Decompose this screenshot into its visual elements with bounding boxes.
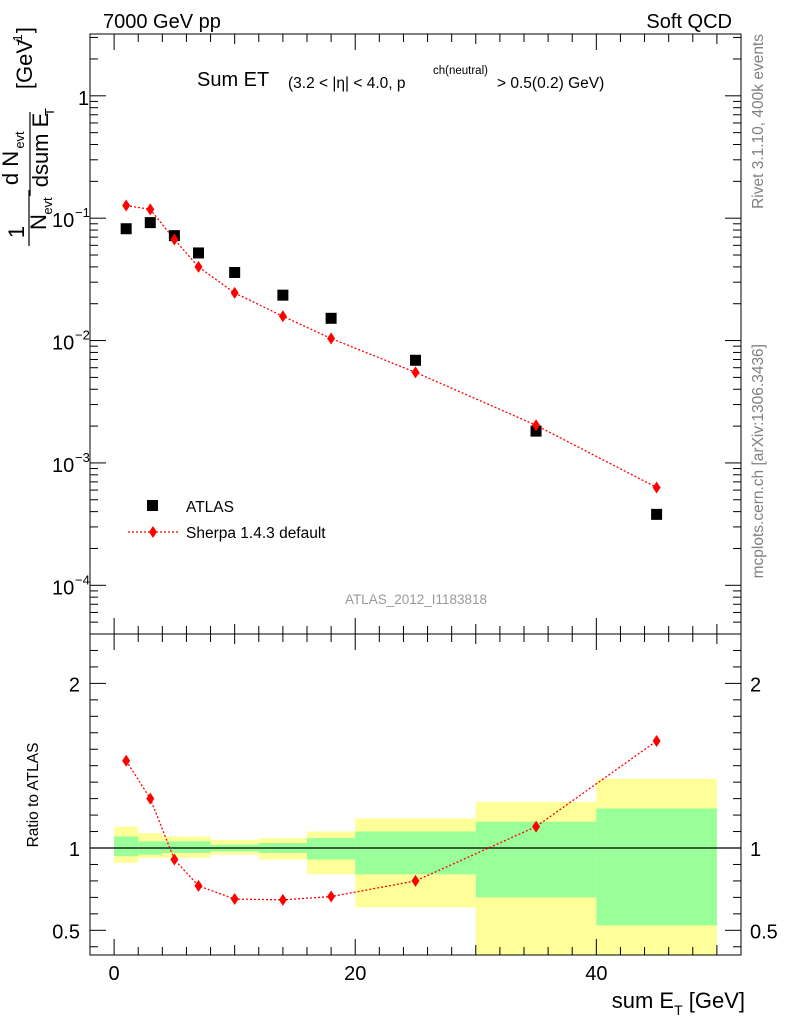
ratio-sherpa-point	[411, 874, 420, 887]
sherpa-point	[230, 286, 239, 299]
legend-atlas-label: ATLAS	[186, 499, 234, 516]
main-y-tick-exponent: −2	[75, 328, 90, 343]
sherpa-point	[327, 332, 336, 345]
sherpa-point	[146, 203, 155, 216]
ratio-y-tick-label-right: 0.5	[750, 921, 778, 943]
atlas-point	[193, 247, 204, 259]
plot-title-cuts: (3.2 < |η| < 4.0, p	[288, 75, 406, 92]
ratio-sherpa-point	[170, 853, 179, 866]
sherpa-point	[532, 419, 541, 432]
main-y-tick-label: 10	[52, 455, 74, 477]
x-tick-label: 20	[344, 963, 366, 985]
x-axis-label: sum ET [GeV]	[612, 988, 745, 1018]
ratio-y-axis-label: Ratio to ATLAS	[25, 743, 42, 848]
ratio-sherpa-point	[230, 893, 239, 906]
ratio-sherpa-point	[278, 893, 287, 906]
main-plot-area	[89, 33, 742, 635]
svg-text:evt: evt	[12, 131, 27, 149]
ratio-sherpa-point	[194, 879, 203, 892]
svg-text:]: ]	[12, 27, 37, 33]
ratio-axes	[89, 633, 742, 956]
energy-label: 7000 GeV pp	[103, 11, 221, 33]
main-y-tick-exponent: −1	[75, 205, 90, 220]
sherpa-point	[652, 481, 661, 494]
sherpa-point	[278, 310, 287, 323]
svg-text:-1: -1	[10, 34, 25, 46]
rivet-label: Rivet 3.1.10, 400k events	[750, 34, 767, 209]
main-y-tick-label: 1	[78, 88, 89, 110]
main-frame	[89, 33, 742, 635]
ratio-y-tick-label-right: 1	[750, 839, 761, 861]
x-tick-label: 40	[585, 963, 607, 985]
svg-text:dsum E: dsum E	[28, 113, 53, 188]
ratio-sherpa-markers	[122, 735, 661, 906]
band-green	[475, 821, 597, 898]
atlas-point	[120, 223, 132, 235]
x-tick-labels: 0 20 40	[109, 963, 608, 985]
category-label: Soft QCD	[646, 11, 732, 33]
legend-sherpa-label: Sherpa 1.4.3 default	[186, 525, 326, 542]
atlas-point	[410, 354, 421, 366]
legend-atlas-marker	[147, 500, 158, 511]
sherpa-curve	[126, 204, 657, 489]
svg-text:T: T	[42, 108, 57, 116]
ratio-sherpa-curve	[125, 740, 657, 901]
ratio-sherpa-line	[125, 740, 657, 901]
plot-title-sup: ch(neutral)	[433, 65, 488, 77]
ratio-sherpa-point	[327, 890, 336, 903]
ratio-uncertainty-bands	[114, 778, 717, 955]
sherpa-point	[411, 366, 420, 379]
svg-text:[GeV: [GeV	[12, 39, 37, 89]
atlas-point	[229, 266, 241, 278]
ratio-sherpa-point	[146, 792, 155, 805]
plot-title: Sum ET	[197, 69, 269, 91]
ratio-y-tick-labels: 0.5 0.5 1 1 2 2	[52, 674, 778, 943]
main-y-tick-exponent: −4	[75, 572, 90, 587]
svg-text:N: N	[26, 214, 51, 230]
atlas-point	[277, 289, 289, 301]
svg-text:evt: evt	[40, 197, 55, 215]
plot-title-main: Sum ET	[197, 69, 269, 91]
main-y-tick-labels: 110−110−210−310−4	[52, 88, 90, 599]
ratio-sherpa-point	[122, 754, 131, 767]
sherpa-point	[170, 233, 179, 246]
band-green	[162, 841, 211, 853]
band-green	[355, 831, 476, 875]
band-green	[114, 836, 139, 857]
ratio-y-tick-label-left: 0.5	[52, 921, 80, 943]
band-green	[307, 838, 356, 860]
mcplots-label: mcplots.cern.ch [arXiv:1306.3436]	[750, 344, 767, 578]
main-y-tick-exponent: −3	[75, 450, 90, 465]
atlas-markers	[120, 217, 663, 520]
main-y-axis-label: 1 N evt d N evt dsum E T [GeV -1 ]	[0, 27, 57, 246]
ratio-frame	[89, 633, 742, 956]
plot-title-cuts-end: > 0.5(0.2) GeV)	[497, 75, 604, 92]
ratio-y-tick-label-left: 2	[69, 674, 80, 696]
main-axes	[89, 34, 742, 635]
sherpa-line	[126, 204, 657, 489]
sherpa-point	[122, 199, 131, 212]
ratio-y-tick-label-left: 1	[69, 839, 80, 861]
legend: ATLAS Sherpa 1.4.3 default	[128, 499, 326, 542]
main-y-tick-label: 10	[52, 210, 74, 232]
ratio-y-tick-label-right: 2	[750, 674, 761, 696]
ratio-sherpa-point	[532, 820, 541, 833]
x-tick-label: 0	[109, 963, 120, 985]
main-y-tick-label: 10	[52, 333, 74, 355]
atlas-point	[651, 508, 663, 520]
atlas-point	[325, 312, 337, 324]
svg-text:d N: d N	[0, 151, 23, 185]
band-green	[596, 808, 717, 926]
sherpa-point	[194, 260, 203, 273]
legend-sherpa-marker	[149, 526, 157, 538]
svg-text:1: 1	[4, 226, 29, 238]
analysis-watermark: ATLAS_2012_I1183818	[345, 592, 487, 607]
ratio-sherpa-point	[652, 735, 661, 747]
main-y-tick-label: 10	[52, 577, 74, 599]
atlas-point	[144, 217, 156, 229]
sherpa-markers	[122, 199, 661, 494]
